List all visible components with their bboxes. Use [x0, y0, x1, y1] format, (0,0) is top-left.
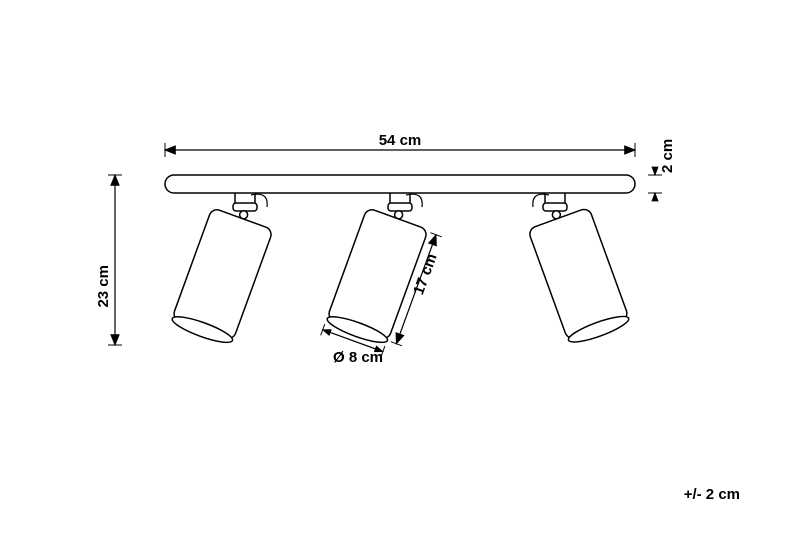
tolerance-label: +/- 2 cm	[684, 486, 740, 503]
diameter-label: Ø 8 cm	[333, 349, 383, 366]
width-label: 54 cm	[379, 132, 422, 149]
spotlight-2	[324, 193, 431, 347]
dimension-width: 54 cm	[165, 132, 635, 157]
diagram-svg: 54 cm 23 cm 2 cm 17 cm Ø 8 cm	[0, 0, 800, 533]
mounting-bar	[165, 175, 635, 193]
dimension-height: 23 cm	[95, 175, 122, 345]
thickness-label: 2 cm	[659, 139, 676, 173]
dimension-thickness: 2 cm	[648, 139, 676, 200]
dimension-diagram: 54 cm 23 cm 2 cm 17 cm Ø 8 cm +/- 2 cm	[0, 0, 800, 533]
spotlight-1	[169, 193, 276, 347]
spotlight-3	[525, 193, 632, 347]
height-label: 23 cm	[95, 265, 112, 308]
